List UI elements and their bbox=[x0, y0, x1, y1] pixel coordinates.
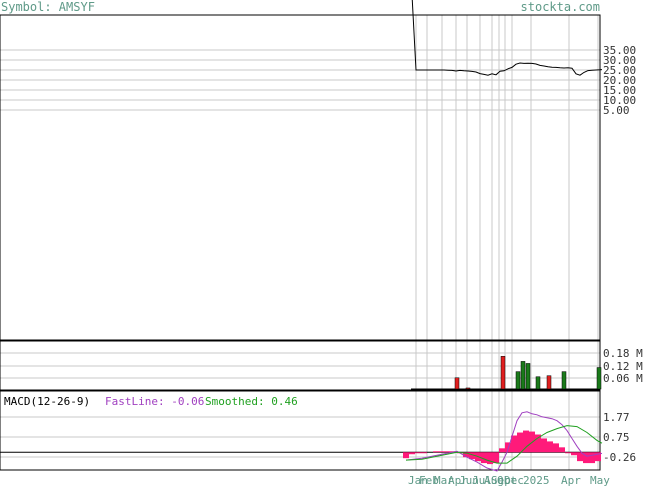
x-tick-label: Jul bbox=[472, 474, 492, 486]
volume-bar bbox=[546, 375, 552, 390]
x-tick-label: Feb bbox=[419, 474, 439, 486]
macd-histogram-bar bbox=[403, 452, 409, 459]
x-tick-label: Jun bbox=[459, 474, 479, 486]
volume-tick-label: 0.12 M bbox=[603, 360, 643, 373]
volume-bar bbox=[465, 387, 471, 390]
x-tick-label: Dec bbox=[504, 474, 524, 486]
volume-bar bbox=[596, 367, 602, 390]
x-tick-label: Aug bbox=[484, 474, 504, 486]
macd-smoothed-label: Smoothed: 0.46 bbox=[205, 395, 298, 408]
macd-histogram-bar bbox=[517, 432, 523, 453]
macd-histogram-bar bbox=[409, 452, 415, 455]
price-tick-label: 35.00 bbox=[603, 44, 636, 57]
macd-histogram-bar bbox=[415, 452, 421, 454]
volume-tick-label: 0.06 M bbox=[603, 372, 643, 385]
macd-histogram-bar bbox=[589, 452, 595, 464]
macd-histogram-bar bbox=[505, 442, 511, 453]
macd-tick-label: -0.26 bbox=[603, 451, 636, 464]
price-tick-label: 20.00 bbox=[603, 74, 636, 87]
macd-histogram-bar bbox=[547, 441, 553, 453]
volume-bar bbox=[525, 363, 531, 390]
macd-histogram-bar bbox=[553, 443, 559, 453]
macd-histogram-bar bbox=[571, 452, 577, 456]
macd-histogram-bar bbox=[433, 451, 439, 453]
price-line bbox=[411, 0, 603, 76]
macd-histogram-bar bbox=[439, 451, 445, 453]
volume-bar bbox=[535, 376, 541, 390]
macd-fastline-label: FastLine: -0.06 bbox=[105, 395, 205, 408]
volume-bar bbox=[515, 371, 521, 390]
macd-histogram-bar bbox=[469, 452, 475, 460]
price-tick-label: 5.00 bbox=[603, 104, 630, 117]
x-tick-label: May bbox=[590, 474, 610, 486]
price-panel-frame bbox=[0, 14, 601, 341]
macd-histogram-bar bbox=[481, 452, 487, 464]
x-tick-label: 2025 bbox=[523, 474, 550, 486]
volume-panel-frame bbox=[0, 340, 601, 391]
macd-tick-label: 1.77 bbox=[603, 411, 630, 424]
macd-panel-frame bbox=[0, 390, 601, 471]
macd-histogram-bar bbox=[583, 452, 589, 464]
macd-histogram-bar bbox=[541, 438, 547, 453]
macd-histogram-bar bbox=[565, 452, 571, 454]
macd-title: MACD(12-26-9) bbox=[4, 395, 91, 408]
macd-fast-line bbox=[405, 411, 603, 472]
macd-histogram-bar bbox=[445, 451, 451, 453]
macd-tick-label: 0.75 bbox=[603, 431, 630, 444]
symbol-label: Symbol: AMSYF bbox=[1, 0, 95, 14]
macd-histogram-bar bbox=[511, 435, 517, 453]
x-tick-label: Mar bbox=[434, 474, 454, 486]
macd-histogram-bar bbox=[577, 452, 583, 462]
macd-histogram-bar bbox=[499, 448, 505, 453]
macd-histogram-bar bbox=[559, 447, 565, 453]
site-name[interactable]: stockta.com bbox=[520, 0, 600, 14]
volume-bar bbox=[500, 356, 506, 390]
macd-histogram-bar bbox=[595, 452, 601, 462]
price-tick-label: 25.00 bbox=[603, 64, 636, 77]
x-tick-label: Oct bbox=[497, 474, 517, 486]
price-tick-label: 15.00 bbox=[603, 84, 636, 97]
x-tick-label: Apr bbox=[561, 474, 581, 486]
price-tick-label: 10.00 bbox=[603, 94, 636, 107]
macd-smoothed-line bbox=[405, 425, 603, 464]
macd-histogram-bar bbox=[487, 452, 493, 465]
volume-bar bbox=[454, 377, 460, 390]
x-tick-label: Apr bbox=[448, 474, 468, 486]
x-tick-label: Jan bbox=[408, 474, 428, 486]
x-tick-label: Sep bbox=[491, 474, 511, 486]
volume-panel: 0.18 M0.12 M0.06 M bbox=[411, 347, 643, 390]
volume-tick-label: 0.18 M bbox=[603, 347, 643, 360]
macd-histogram-bar bbox=[421, 452, 427, 454]
macd-histogram-bar bbox=[493, 452, 499, 464]
price-tick-label: 30.00 bbox=[603, 54, 636, 67]
macd-histogram-bar bbox=[535, 434, 541, 453]
volume-bar bbox=[520, 361, 526, 390]
macd-histogram-bar bbox=[463, 452, 469, 458]
macd-histogram-bar bbox=[523, 430, 529, 453]
volume-bar bbox=[561, 371, 567, 390]
grid-lines bbox=[0, 15, 600, 470]
chart-panels bbox=[0, 14, 601, 471]
macd-panel: 1.77 0.75 -0.26 bbox=[0, 411, 636, 472]
